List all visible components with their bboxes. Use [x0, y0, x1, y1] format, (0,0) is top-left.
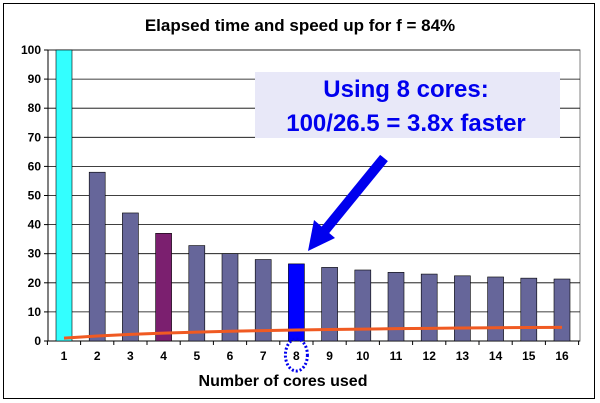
chart-title: Elapsed time and speed up for f = 84%	[145, 16, 455, 35]
bar-9	[321, 267, 338, 342]
bar-7	[254, 259, 272, 342]
y-tick-label: 20	[28, 276, 42, 290]
y-tick-label: 100	[21, 43, 41, 57]
highlight-ring	[283, 337, 309, 373]
bar-11	[387, 272, 405, 342]
annotation-line2: 100/26.5 = 3.8x faster	[286, 110, 526, 137]
bar-8	[288, 263, 305, 342]
bar-6	[221, 253, 239, 342]
y-tick-label: 0	[34, 334, 41, 348]
x-tick-label: 8	[293, 349, 300, 363]
x-tick-label: 6	[227, 349, 234, 363]
bar-5	[188, 245, 206, 342]
x-tick-label: 14	[489, 349, 503, 363]
x-tick-label: 15	[522, 349, 536, 363]
x-tick-label: 9	[326, 349, 333, 363]
x-tick-label: 16	[555, 349, 569, 363]
x-tick-label: 10	[356, 349, 370, 363]
bars	[55, 49, 571, 342]
y-tick-label: 90	[28, 72, 42, 86]
x-tick-label: 3	[127, 349, 134, 363]
bar-12	[420, 273, 438, 342]
x-tick-label: 1	[61, 349, 68, 363]
x-tick-label: 13	[456, 349, 470, 363]
annotation-arrow-head	[308, 220, 335, 251]
bar-16	[553, 278, 571, 342]
bar-4	[155, 233, 172, 342]
y-tick-label: 50	[28, 189, 42, 203]
x-axis: 1 2 3 4 5 6 7 8 9 10 11 12 13 14 15 16	[46, 337, 580, 373]
y-tick-label: 70	[28, 130, 42, 144]
bar-10	[354, 269, 372, 342]
annotation-arrow-shaft	[318, 154, 388, 238]
x-tick-label: 4	[160, 349, 167, 363]
y-tick-label: 30	[28, 247, 42, 261]
x-tick-label: 5	[193, 349, 200, 363]
annotation-box	[255, 72, 560, 138]
y-tick-label: 40	[28, 218, 42, 232]
bar-2	[88, 171, 106, 342]
x-axis-label: Number of cores used	[199, 373, 368, 390]
x-tick-label: 2	[94, 349, 101, 363]
annotation-line1: Using 8 cores:	[323, 76, 488, 103]
x-tick-label: 12	[423, 349, 437, 363]
speedup-line-group	[63, 325, 563, 340]
x-tick-label: 11	[390, 349, 403, 363]
speedup-line	[63, 325, 563, 340]
y-tick-label: 60	[28, 159, 42, 173]
bar-1	[55, 49, 73, 342]
y-tick-label: 10	[28, 305, 42, 319]
bar-13	[454, 275, 471, 342]
bar-15	[520, 277, 538, 342]
x-tick-label: 7	[260, 349, 267, 363]
y-tick-label: 80	[28, 101, 42, 115]
bar-3	[122, 212, 139, 342]
bar-14	[487, 276, 504, 342]
